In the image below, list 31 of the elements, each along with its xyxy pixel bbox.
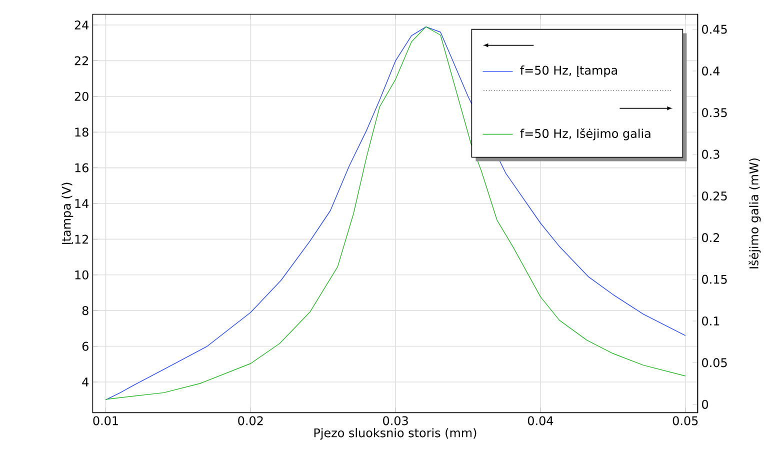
x-tick-label: 0.02 xyxy=(238,416,263,426)
y-tick-label: 16 xyxy=(75,163,88,172)
legend-label: f=50 Hz, Išėjimo galia xyxy=(520,128,650,140)
y2-tick-label: 0.1 xyxy=(702,316,720,326)
y-tick-label: 4 xyxy=(82,378,89,386)
y-axis-title: Įtampa (V) xyxy=(62,182,74,244)
x-tick-label: 0.05 xyxy=(672,416,698,426)
x-tick-label: 0.01 xyxy=(93,416,118,426)
y-tick-label: 22 xyxy=(74,56,88,66)
y-tick-label: 6 xyxy=(82,342,88,351)
y2-tick-label: 0.2 xyxy=(702,233,720,242)
y-tick-label: 18 xyxy=(75,128,88,137)
y2-tick-label: 0.4 xyxy=(702,66,720,76)
y2-axis-title: Išėjimo galia (mW) xyxy=(748,158,761,268)
y-tick-label: 10 xyxy=(75,270,88,280)
y2-tick-label: 0.35 xyxy=(702,108,727,118)
y2-tick-label: 0.45 xyxy=(702,24,727,34)
y-tick-label: 20 xyxy=(74,92,88,101)
y2-tick-label: 0.3 xyxy=(702,150,720,159)
y-tick-label: 14 xyxy=(75,199,89,208)
y2-tick-label: 0 xyxy=(702,400,708,409)
legend-label: f=50 Hz, Įtampa xyxy=(520,66,618,78)
x-tick-label: 0.04 xyxy=(528,416,554,426)
y2-tick-label: 0.15 xyxy=(702,274,727,284)
y-tick-label: 8 xyxy=(82,306,88,316)
y-tick-label: 24 xyxy=(74,20,89,30)
x-tick-label: 0.03 xyxy=(383,416,408,426)
x-axis-title: Pjezo sluoksnio storis (mm) xyxy=(314,428,476,440)
y-tick-label: 12 xyxy=(75,234,88,244)
y2-tick-label: 0.05 xyxy=(702,358,727,368)
y2-tick-label: 0.25 xyxy=(702,191,727,201)
